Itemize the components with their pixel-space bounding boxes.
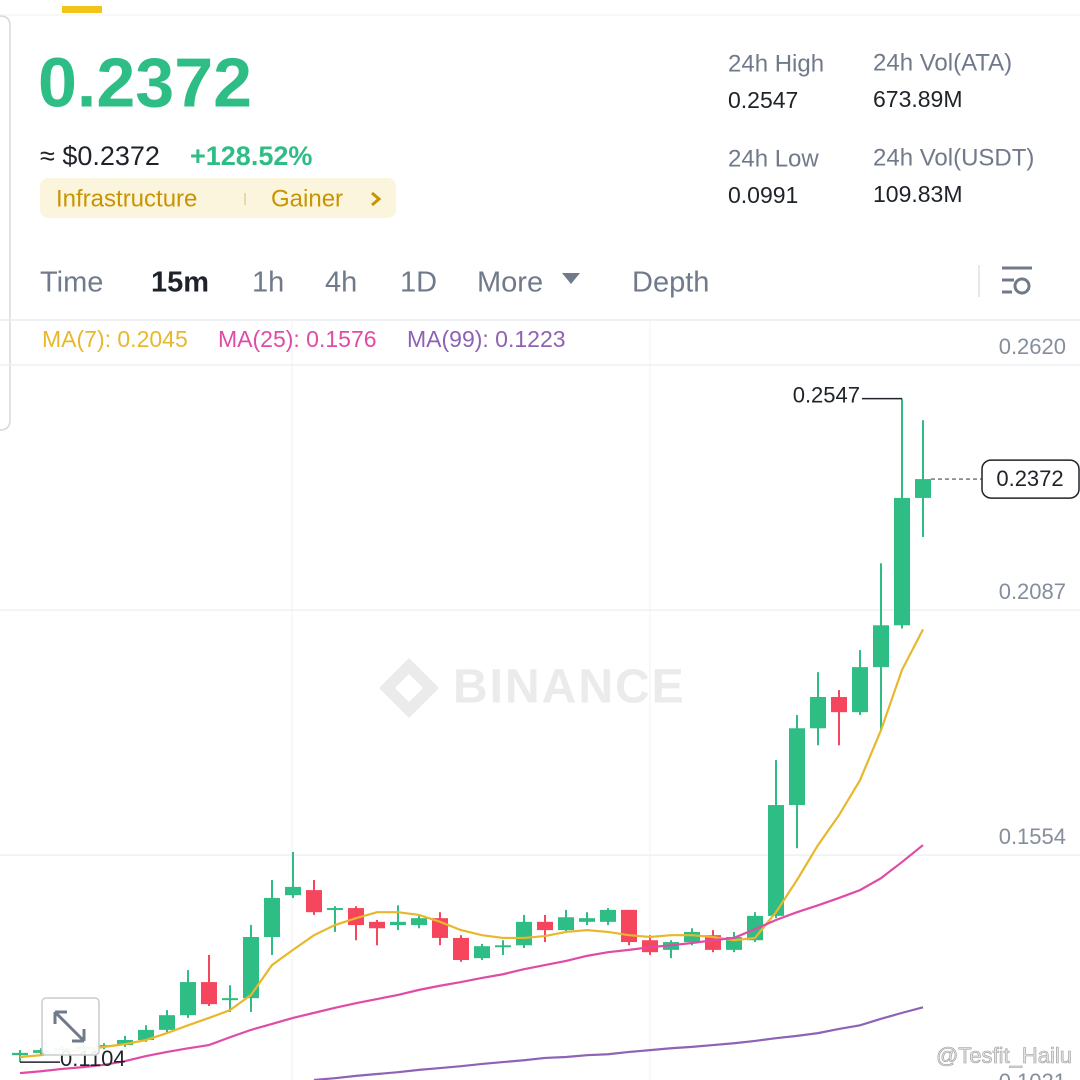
y-tick-label: 0.1554 — [999, 824, 1066, 849]
interval-tab[interactable]: 4h — [325, 267, 357, 299]
fiat-price: ≈ $0.2372 — [40, 141, 160, 171]
ma-line — [19, 844, 924, 1075]
interval-tab[interactable]: Time — [40, 267, 103, 299]
last-price: 0.2372 — [38, 43, 252, 121]
side-panel-edge — [0, 15, 11, 431]
ma-line — [313, 1006, 924, 1080]
interval-tab[interactable]: 1D — [400, 267, 437, 299]
candle-body — [789, 728, 805, 806]
high-marker-label: 0.2547 — [793, 382, 860, 407]
price-change: +128.52% — [190, 141, 312, 171]
y-tick-label: 0.1021 — [999, 1069, 1066, 1080]
candle-body — [285, 886, 301, 896]
candle-body — [600, 909, 616, 922]
y-tick-label: 0.2087 — [999, 579, 1066, 604]
tag[interactable]: Infrastructure — [56, 185, 197, 212]
candle-body — [117, 1040, 133, 1046]
ma-line — [19, 628, 924, 1059]
tag[interactable]: Gainer — [271, 185, 343, 212]
watermark: BINANCE — [453, 661, 686, 714]
candle-body — [894, 497, 910, 626]
candle-body — [264, 897, 280, 938]
candle-body — [537, 921, 553, 931]
dropdown-icon[interactable] — [562, 273, 580, 284]
candle-body — [243, 937, 259, 999]
interval-tab[interactable]: 15m — [151, 267, 209, 299]
candle-body — [348, 908, 364, 926]
candle-body — [873, 625, 889, 668]
stat-label: 24h Vol(USDT) — [873, 144, 1034, 171]
candle-body — [411, 918, 427, 926]
candle-body — [369, 921, 385, 929]
interval-tab[interactable]: 1h — [252, 267, 284, 299]
candle-body — [33, 1050, 49, 1053]
candle-body — [327, 908, 343, 911]
stat-value: 673.89M — [873, 86, 963, 112]
interval-tab[interactable]: Depth — [632, 267, 709, 299]
last-price-box — [981, 459, 1080, 499]
last-price-label: 0.2372 — [996, 466, 1063, 491]
candle-body — [222, 998, 238, 1001]
candle-body — [390, 921, 406, 926]
candle-body — [474, 946, 490, 959]
stat-label: 24h Low — [728, 145, 819, 172]
candle-body — [453, 937, 469, 960]
expand-icon — [53, 1010, 86, 1043]
chevron-icon[interactable] — [371, 191, 382, 207]
candle-body — [768, 805, 784, 916]
candle-body — [558, 917, 574, 931]
credit-watermark: @Tesfit_Hailu — [936, 1043, 1072, 1068]
candle-body — [180, 982, 196, 1016]
watermark-logo — [379, 658, 439, 718]
icon-gear — [1013, 277, 1031, 295]
candle-body — [306, 890, 322, 913]
candle-body — [810, 697, 826, 729]
candle-body — [831, 697, 847, 713]
expand-button[interactable] — [41, 997, 100, 1056]
candle-body — [201, 982, 217, 1005]
candle-body — [621, 909, 637, 943]
interval-tabs: Time 15m 1h 4h 1D More Depth — [40, 267, 709, 299]
candle-body — [915, 479, 931, 498]
legend-entry: MA(25): 0.1576 — [218, 326, 377, 352]
candle-body — [579, 918, 595, 922]
plot: 0.2620 0.2087 0.1554 0.1021 MA(7): 0.2045 MA(… — [0, 326, 1080, 1080]
stat-label: 24h Vol(ATA) — [873, 49, 1012, 76]
logo-diamond — [379, 658, 439, 718]
candle-body — [138, 1029, 154, 1040]
candle-body — [684, 931, 700, 943]
tag-bar — [40, 178, 396, 218]
top-tab-indicator — [62, 6, 102, 13]
legend-entry: MA(99): 0.1223 — [407, 326, 566, 352]
interval-tab[interactable]: More — [477, 267, 543, 299]
stat-label: 24h High — [728, 50, 824, 77]
stat-value: 0.2547 — [728, 87, 798, 113]
stat-value: 109.83M — [873, 181, 963, 207]
candle-body — [159, 1015, 175, 1030]
y-tick-label: 0.2620 — [999, 334, 1066, 359]
candle-body — [495, 945, 511, 948]
candle-body — [852, 667, 868, 713]
candle-body — [12, 1052, 28, 1056]
chart-settings-icon[interactable] — [1002, 266, 1032, 295]
legend-entry: MA(7): 0.2045 — [42, 326, 188, 352]
candle-body — [516, 921, 532, 946]
stat-value: 0.0991 — [728, 182, 798, 208]
